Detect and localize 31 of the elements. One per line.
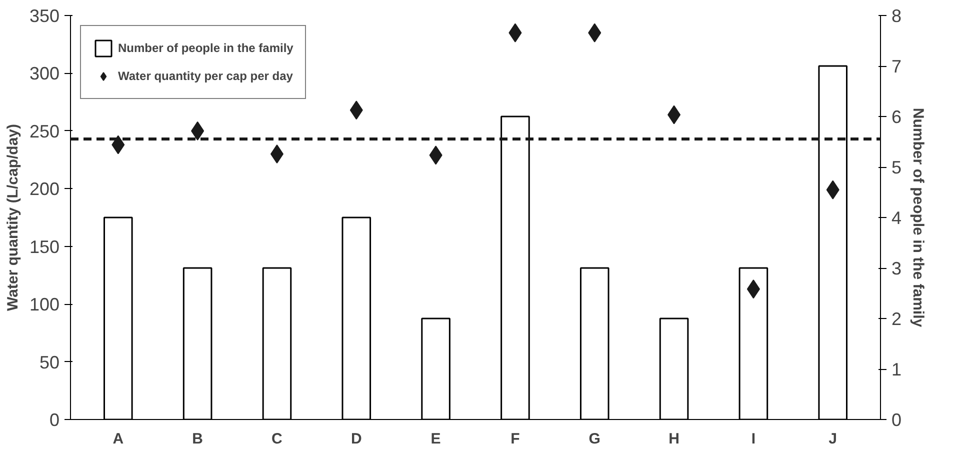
y2-tick-label: 2	[892, 309, 902, 329]
y-tick-label: 100	[29, 294, 60, 315]
x-tick-label: C	[272, 430, 283, 448]
y2-axis-title: Number of people in the family	[910, 108, 927, 328]
x-tick-label: F	[510, 430, 520, 448]
y-tick-label: 350	[29, 6, 60, 26]
y2-tick-label: 0	[892, 410, 902, 430]
x-tick-label: A	[112, 430, 124, 448]
x-tick-label: H	[668, 430, 680, 448]
y2-tick-label: 3	[892, 258, 902, 278]
y2-tick-label: 8	[892, 6, 902, 26]
x-tick-label: J	[828, 430, 838, 448]
y-tick-label: 50	[39, 352, 60, 372]
x-tick-label: E	[430, 430, 441, 448]
x-tick-label: B	[192, 430, 204, 448]
y-tick-label: 0	[49, 410, 60, 430]
y-axis-title: Water quantity (L/cap/day)	[4, 124, 22, 311]
y-tick-label: 250	[29, 121, 60, 142]
y-tick-label: 150	[29, 236, 60, 257]
y-tick-label: 300	[29, 64, 60, 84]
y2-tick-label: 5	[892, 158, 902, 178]
legend-label: Water quantity per cap per day	[118, 69, 293, 83]
x-tick-label: D	[350, 430, 362, 448]
y2-tick-label: 7	[892, 56, 902, 76]
legend-label: Number of people in the family	[118, 41, 294, 55]
y2-tick-label: 4	[892, 208, 902, 228]
x-tick-label: I	[751, 430, 756, 448]
x-tick-label: G	[588, 430, 600, 448]
y2-tick-label: 6	[892, 107, 902, 127]
y2-tick-label: 1	[892, 360, 902, 380]
y-tick-label: 200	[29, 179, 60, 200]
